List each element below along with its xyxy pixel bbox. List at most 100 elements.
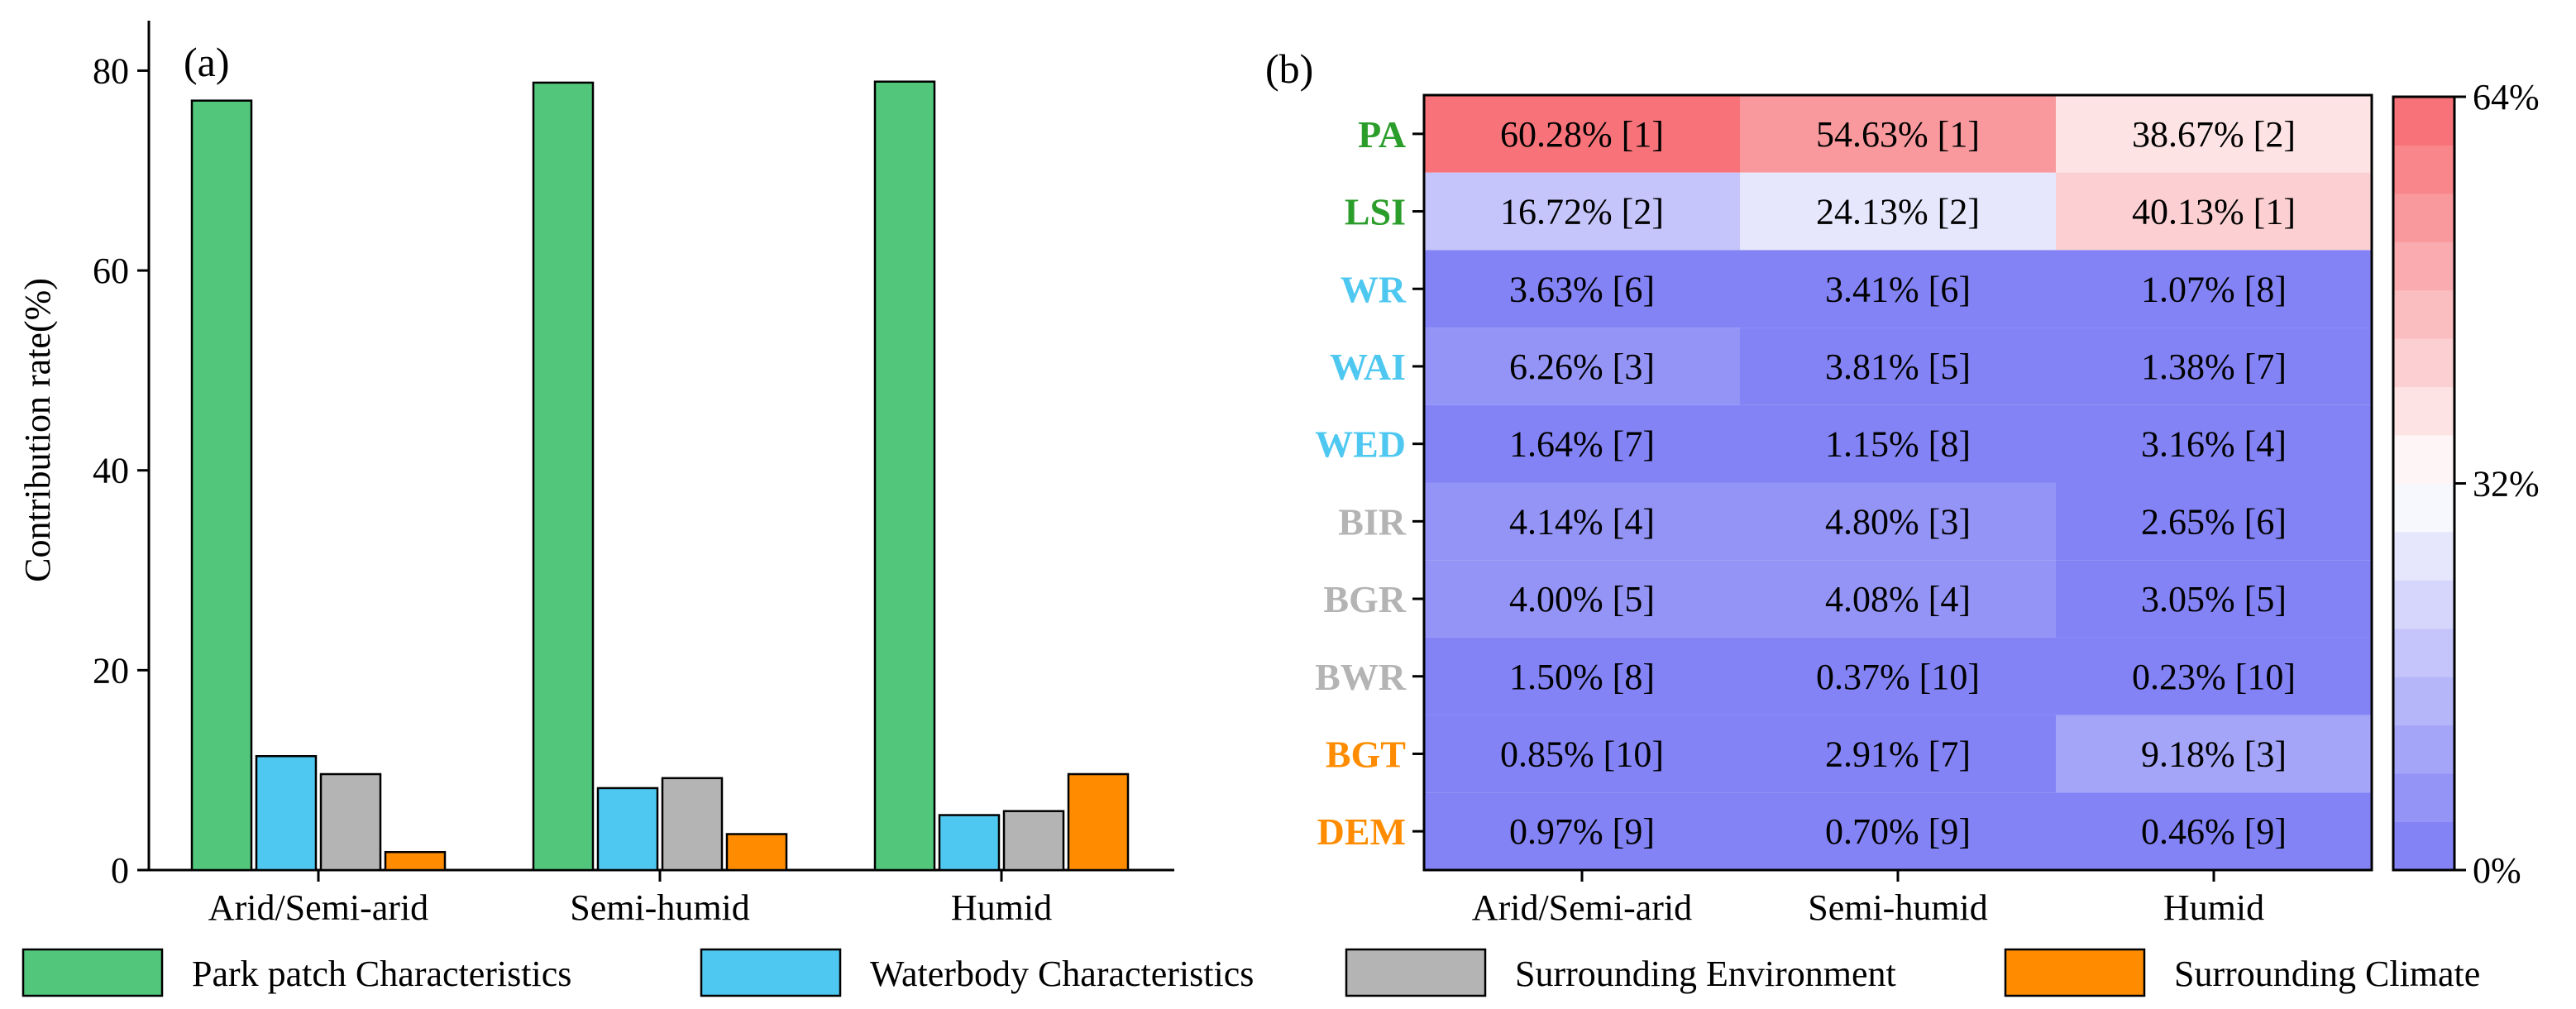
heatmap-cell — [1740, 482, 2056, 561]
bar — [384, 851, 447, 872]
x-tick-label: Arid/Semi-arid — [208, 887, 428, 928]
cell-label: 1.15% [8] — [1825, 424, 1971, 465]
row-label: BIR — [1338, 500, 1407, 543]
legend-swatch — [22, 948, 164, 997]
colorbar-band — [2393, 289, 2454, 339]
colorbar-band — [2393, 338, 2454, 388]
row-label: WAI — [1330, 346, 1406, 388]
heatmap-cell — [1740, 792, 2056, 870]
bar — [873, 80, 936, 872]
colorbar-band — [2393, 193, 2454, 242]
colorbar-tick-label: 0% — [2473, 850, 2521, 891]
cell-label: 3.41% [6] — [1825, 269, 1971, 309]
bar — [1067, 772, 1130, 872]
cell-label: 4.14% [4] — [1509, 501, 1655, 542]
bars — [190, 80, 1130, 872]
heatmap-cell — [2056, 482, 2372, 561]
heatmap-cell — [2056, 250, 2372, 328]
colorbar-band — [2393, 580, 2454, 629]
row-label: WED — [1315, 423, 1406, 466]
heatmap-cell — [1424, 792, 1740, 870]
heatmap-cell — [1424, 328, 1740, 405]
colorbar-band — [2393, 531, 2454, 581]
heatmap-column-labels: Arid/Semi-arid Semi-humid Humid — [1472, 870, 2264, 928]
row-label: BGR — [1323, 578, 1406, 620]
cell-label: 0.97% [9] — [1509, 811, 1655, 852]
cell-label: 4.80% [3] — [1825, 501, 1971, 542]
y-tick-label: 0 — [111, 850, 129, 891]
column-label: Arid/Semi-arid — [1472, 887, 1692, 928]
bar-chart-panel: (a) Contribution rate(%) 0 20 40 60 80 Arid/… — [17, 21, 1174, 928]
colorbar-band — [2393, 435, 2454, 484]
heatmap-cell — [1424, 560, 1740, 638]
legend-label: Park patch Characteristics — [192, 954, 571, 994]
y-tick-label: 80 — [93, 50, 129, 91]
heatmap-cell — [1740, 172, 2056, 251]
colorbar-band — [2393, 773, 2454, 823]
cell-label: 1.38% [7] — [2141, 347, 2287, 387]
cell-label: 0.85% [10] — [1500, 734, 1664, 774]
cell-label: 54.63% [1] — [1816, 114, 1980, 155]
row-label: BGT — [1326, 733, 1406, 775]
cell-label: 4.00% [5] — [1509, 579, 1655, 619]
colorbar-band — [2393, 628, 2454, 677]
legend-label: Waterbody Characteristics — [870, 954, 1254, 994]
heatmap-cell — [1740, 560, 2056, 638]
y-axis-label: Contribution rate(%) — [17, 278, 58, 582]
cell-label: 1.64% [7] — [1509, 424, 1655, 465]
colorbar: 64% 32% 0% — [2392, 77, 2540, 891]
row-label: LSI — [1345, 191, 1406, 233]
colorbar-band — [2393, 677, 2454, 726]
heatmap-cells: 60.28% [1] 54.63% [1] 38.67% [2] 16.72% [2]… — [1422, 93, 2373, 872]
cell-label: 9.18% [3] — [2141, 734, 2287, 774]
cell-label: 3.05% [5] — [2141, 579, 2287, 619]
colorbar-band — [2393, 386, 2454, 436]
colorbar-band — [2393, 97, 2454, 146]
colorbar-tick-label: 32% — [2473, 464, 2540, 504]
cell-label: 4.08% [4] — [1825, 579, 1971, 619]
row-label: BWR — [1315, 656, 1407, 698]
cell-label: 0.70% [9] — [1825, 811, 1971, 852]
cell-label: 2.91% [7] — [1825, 734, 1971, 774]
heatmap-cell — [2056, 172, 2372, 251]
legend-label: Surrounding Climate — [2174, 954, 2480, 994]
heatmap-panel: (b) 60.28% [1] 54.63% [1] 38.67% [2] 16.72%… — [1265, 45, 2540, 928]
y-tick-label: 60 — [93, 251, 129, 291]
y-tick-label: 20 — [93, 650, 129, 691]
heatmap-cell — [1740, 637, 2056, 715]
colorbar-band — [2393, 483, 2454, 533]
legend-label: Surrounding Environment — [1515, 954, 1896, 994]
heatmap-cell — [1424, 482, 1740, 561]
cell-label: 1.50% [8] — [1509, 657, 1655, 697]
legend: Park patch Characteristics Waterbody Char… — [22, 948, 2480, 997]
bar — [319, 772, 382, 872]
cell-label: 6.26% [3] — [1509, 347, 1655, 387]
panel-b-label: (b) — [1265, 45, 1313, 92]
cell-label: 3.81% [5] — [1825, 347, 1971, 387]
colorbar-band — [2393, 821, 2454, 871]
x-tick-label: Semi-humid — [570, 887, 750, 928]
cell-label: 2.65% [6] — [2141, 501, 2287, 542]
column-label: Semi-humid — [1808, 887, 1988, 928]
cell-label: 3.63% [6] — [1509, 269, 1655, 309]
bar — [661, 777, 724, 872]
row-label: WR — [1341, 268, 1407, 310]
heatmap-cell — [1424, 715, 1740, 793]
legend-swatch — [1345, 948, 1487, 997]
heatmap-cell — [1740, 328, 2056, 405]
cell-label: 0.37% [10] — [1816, 657, 1980, 697]
heatmap-cell — [1424, 95, 1740, 173]
heatmap-cell — [2056, 95, 2372, 173]
heatmap-cell — [2056, 715, 2372, 793]
y-tick-label: 40 — [93, 451, 129, 491]
heatmap-cell — [1424, 637, 1740, 715]
heatmap-cell — [2056, 560, 2372, 638]
heatmap-cell — [1740, 715, 2056, 793]
heatmap-cell — [1424, 404, 1740, 483]
column-label: Humid — [2163, 887, 2264, 928]
bar — [596, 787, 659, 872]
bar — [1002, 810, 1065, 872]
cell-label: 40.13% [1] — [2132, 192, 2296, 232]
cell-label: 38.67% [2] — [2132, 114, 2296, 155]
